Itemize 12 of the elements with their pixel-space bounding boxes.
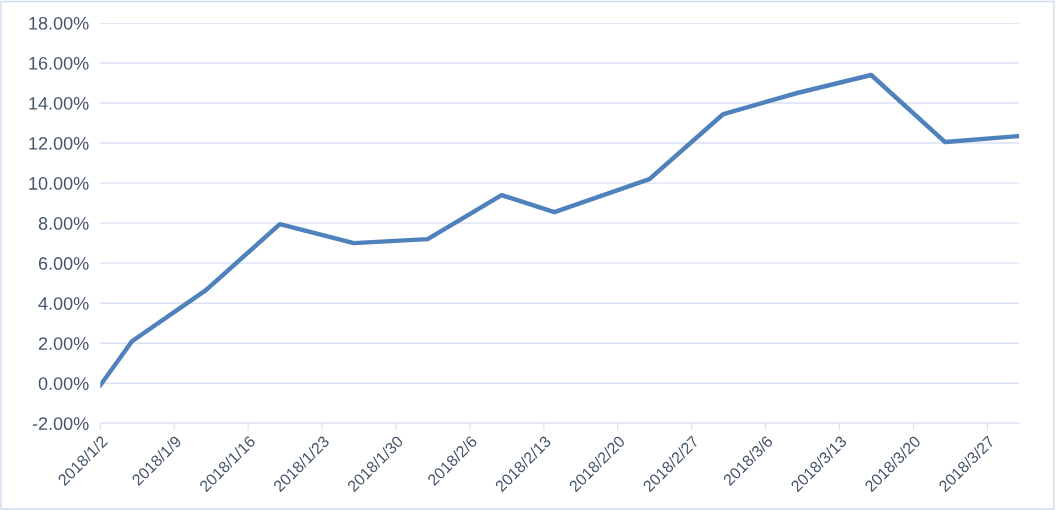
y-tick-label: 14.00%	[29, 96, 89, 110]
y-tick-label: 4.00%	[38, 297, 89, 310]
y-tick-label: 10.00%	[29, 177, 89, 190]
y-tick-label: 12.00%	[29, 136, 89, 150]
y-tick-label: -2.00%	[32, 417, 89, 431]
y-tick-label: 6.00%	[38, 257, 89, 270]
y-tick-label: 0.00%	[38, 377, 89, 390]
line-series	[100, 72, 1020, 388]
y-tick-label: 18.00%	[29, 16, 89, 30]
y-tick-label: 8.00%	[38, 217, 89, 230]
y-tick-label: 2.00%	[38, 337, 89, 350]
y-tick-label: 16.00%	[29, 56, 89, 70]
